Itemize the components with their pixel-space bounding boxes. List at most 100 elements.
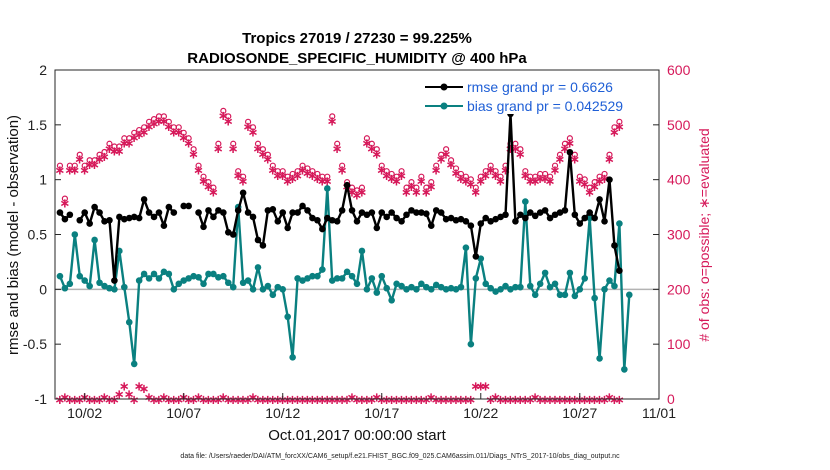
rmse-point [353,218,361,225]
obs-bottom-point: ∗ [59,390,70,405]
obs-evaluated-point: ∗ [297,164,308,179]
obs-evaluated-point: ∗ [475,175,486,190]
bias-point [507,286,514,293]
obs-bottom-point: ∗ [327,393,338,408]
obs-evaluated-point: ∗ [396,169,407,184]
rmse-point [220,209,227,216]
obs-bottom-point: ∗ [84,393,95,408]
bias-point [130,360,138,368]
obs-bottom-point: ∗ [267,393,278,408]
obs-bottom-point: ∗ [257,393,268,408]
obs-possible-point [131,129,138,136]
rmse-point [309,214,316,222]
bias-point [403,286,410,293]
y-tick-label: 1.5 [28,117,48,133]
obs-evaluated-point: ∗ [564,136,575,151]
bias-point [576,286,584,293]
bias-point [606,277,613,284]
y-right-axis-ticks: 0 100 200 300 400 500 600 [653,62,691,407]
rmse-point [393,214,400,222]
obs-bottom-point: ∗ [446,393,457,408]
obs-bottom-point: ∗ [119,379,130,394]
obs-evaluated-point: ∗ [74,153,85,168]
obs-evaluated-point: ∗ [332,142,343,157]
obs-evaluated-point: ∗ [158,114,169,129]
obs-evaluated-point: ∗ [609,125,620,140]
obs-possible-point [264,151,271,158]
rmse-point [314,216,321,224]
obs-evaluated-point: ∗ [287,172,298,187]
obs-bottom-point: ∗ [312,393,323,408]
rmse-point [269,205,277,213]
rmse-point [210,213,217,221]
obs-evaluated-point: ∗ [535,172,546,187]
bias-point [512,283,519,291]
obs-bottom-point: ∗ [411,393,422,408]
obs-bottom-point: ∗ [564,393,575,408]
obs-evaluated-point: ∗ [203,180,214,195]
obs-evaluated-point: ∗ [589,180,600,195]
obs-possible-point [210,184,217,191]
bias-point [175,280,183,288]
obs-bottom-point: ∗ [475,379,486,394]
obs-evaluated-point: ∗ [163,120,174,135]
rmse-point [135,214,143,222]
obs-evaluated-point: ∗ [530,175,541,190]
obs-possible-point [472,184,479,191]
obs-evaluated-point: ∗ [129,131,140,146]
bias-point [611,282,618,290]
bias-point [383,284,391,292]
bias-point [299,277,306,284]
bias-point [155,275,163,282]
rmse-point [338,207,346,214]
obs-evaluated-point: ∗ [416,175,427,190]
rmse-point [581,214,589,222]
obs-evaluated-point: ∗ [307,169,318,184]
obs-possible-point [126,135,133,142]
obs-bottom-point: ∗ [203,393,214,408]
bias-point [180,277,188,284]
obs-possible-point [517,146,524,153]
obs-bottom-point: ∗ [302,393,313,408]
x-axis-label: Oct.01,2017 00:00:00 start [268,427,446,444]
obs-evaluated-point: ∗ [69,164,80,179]
obs-possible-point [561,140,569,147]
obs-possible-point [428,179,435,186]
rmse-point [215,207,222,214]
rmse-point [224,229,232,236]
obs-possible-point [145,118,153,125]
y-right-tick-label: 500 [667,117,691,133]
rmse-point [145,209,153,216]
obs-bottom-point: ∗ [287,393,298,408]
bias-point [96,279,103,287]
rmse-point [477,220,485,227]
obs-evaluated-point: ∗ [352,188,363,203]
obs-bottom-point: ∗ [505,393,516,408]
y-right-tick-label: 600 [667,62,691,78]
obs-possible-point [116,143,123,150]
obs-evaluated-point: ∗ [540,172,551,187]
bias-point [621,366,628,373]
bias-point [601,286,608,293]
obs-bottom-point: ∗ [218,390,229,405]
obs-possible-point [235,168,242,175]
obs-evaluated-point: ∗ [381,169,392,184]
obs-bottom-point: ∗ [129,393,140,408]
bias-point [348,272,356,280]
bias-point [408,283,415,291]
obs-evaluated-point: ∗ [282,175,293,190]
obs-evaluated-point: ∗ [555,153,566,168]
obs-bottom-point: ∗ [183,393,194,408]
rmse-point [606,176,613,183]
obs-evaluated-point: ∗ [109,145,120,160]
obs-possible-point [418,173,425,180]
obs-possible-point [596,173,603,180]
obs-possible-point [185,135,192,142]
obs-evaluated-point: ∗ [64,164,75,179]
rmse-point [418,209,425,216]
y-tick-label: 0.5 [28,227,48,243]
rmse-point [541,207,549,214]
bias-point [546,283,554,291]
rmse-point [576,220,584,227]
obs-possible-point [225,113,232,120]
